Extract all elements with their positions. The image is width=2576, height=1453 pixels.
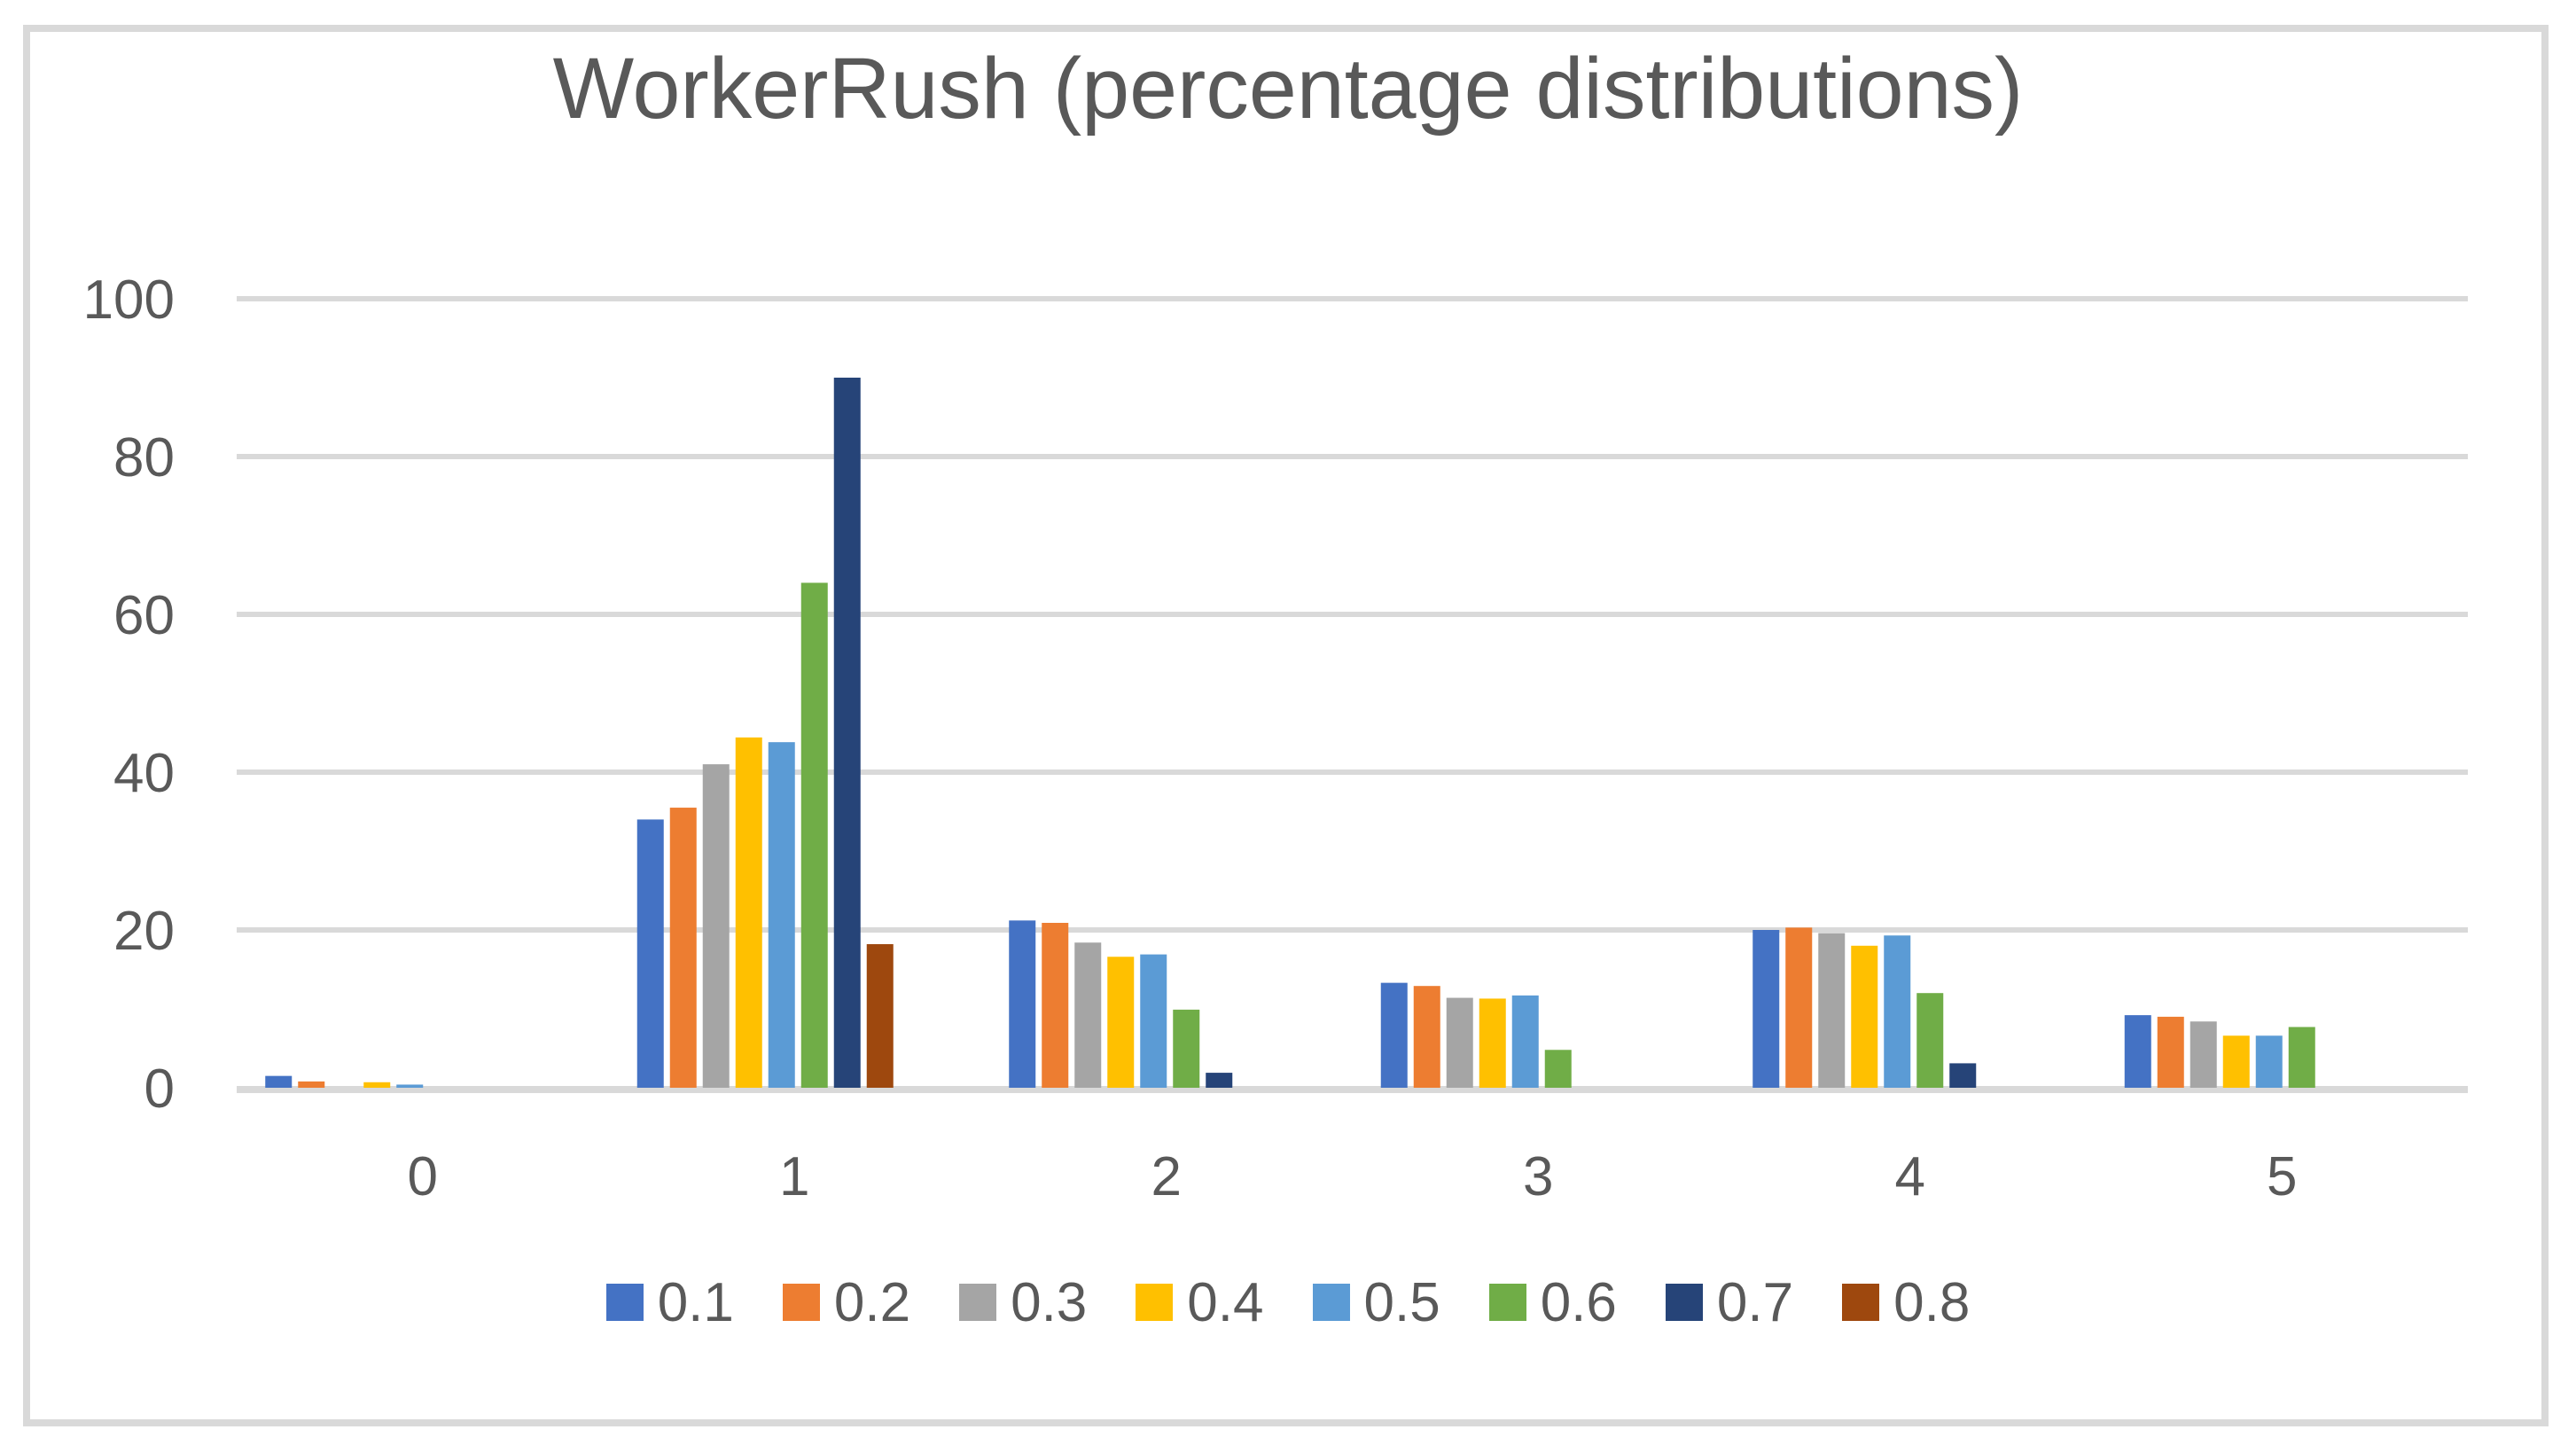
x-axis-label-5: 5 <box>2267 1146 2297 1207</box>
y-tick-label-80: 80 <box>113 427 175 488</box>
legend-swatch-icon <box>1842 1284 1880 1321</box>
bar-series-0.1-cat-4 <box>1752 930 1780 1088</box>
bar-series-0.4-cat-5 <box>2222 1035 2250 1088</box>
gridline-20 <box>237 927 2468 933</box>
y-tick-label-100: 100 <box>83 270 175 331</box>
x-axis-label-1: 1 <box>779 1146 809 1207</box>
legend-label: 0.7 <box>1716 1271 1794 1333</box>
bar-series-0.5-cat-0 <box>396 1084 424 1088</box>
bar-series-0.3-cat-5 <box>2190 1021 2217 1088</box>
legend-item-0.7: 0.7 <box>1665 1271 1794 1334</box>
bar-series-0.4-cat-0 <box>363 1082 391 1088</box>
bar-series-0.4-cat-3 <box>1479 998 1506 1088</box>
x-axis-label-4: 4 <box>1895 1146 1925 1207</box>
legend-label: 0.5 <box>1363 1271 1440 1333</box>
x-axis-label-2: 2 <box>1151 1146 1182 1207</box>
bar-series-0.2-cat-5 <box>2157 1016 2184 1088</box>
legend-swatch-icon <box>1312 1284 1350 1321</box>
legend-label: 0.6 <box>1540 1271 1617 1333</box>
bar-series-0.5-cat-3 <box>1511 995 1539 1088</box>
y-tick-label-40: 40 <box>113 743 175 804</box>
bar-series-0.1-cat-5 <box>2124 1015 2151 1088</box>
bar-series-0.1-cat-2 <box>1009 920 1036 1088</box>
legend-label: 0.8 <box>1893 1271 1971 1333</box>
bar-series-0.6-cat-5 <box>2288 1027 2315 1088</box>
bar-series-0.6-cat-1 <box>800 582 828 1088</box>
legend-label: 0.3 <box>1011 1271 1088 1333</box>
gridline-60 <box>237 612 2468 617</box>
bar-series-0.6-cat-2 <box>1173 1009 1200 1088</box>
bar-series-0.5-cat-1 <box>768 742 795 1088</box>
y-tick-label-0: 0 <box>144 1059 175 1120</box>
legend-label: 0.4 <box>1187 1271 1264 1333</box>
x-axis-label-3: 3 <box>1523 1146 1553 1207</box>
bar-series-0.4-cat-1 <box>735 737 762 1088</box>
x-axis-line <box>237 1086 2468 1093</box>
gridline-80 <box>237 454 2468 459</box>
bar-series-0.3-cat-1 <box>702 764 730 1088</box>
legend-item-0.3: 0.3 <box>959 1271 1087 1334</box>
bar-series-0.6-cat-4 <box>1916 993 1944 1088</box>
bar-series-0.3-cat-2 <box>1074 942 1102 1088</box>
bar-series-0.2-cat-3 <box>1413 986 1440 1088</box>
bar-series-0.5-cat-2 <box>1140 954 1167 1088</box>
bar-series-0.8-cat-1 <box>866 944 894 1088</box>
legend-swatch-icon <box>605 1284 644 1321</box>
bar-series-0.3-cat-4 <box>1818 933 1846 1088</box>
legend-swatch-icon <box>782 1284 820 1321</box>
chart-frame <box>23 25 2549 1426</box>
legend-item-0.2: 0.2 <box>782 1271 911 1334</box>
y-tick-label-20: 20 <box>113 901 175 962</box>
bar-series-0.7-cat-1 <box>833 378 861 1088</box>
legend-label: 0.1 <box>657 1271 734 1333</box>
chart-title: WorkerRush (percentage distributions) <box>552 40 2024 137</box>
bar-series-0.3-cat-3 <box>1446 997 1473 1088</box>
legend-swatch-icon <box>1665 1284 1703 1321</box>
bar-series-0.4-cat-4 <box>1851 945 1878 1088</box>
legend-swatch-icon <box>1136 1284 1174 1321</box>
legend-item-0.4: 0.4 <box>1136 1271 1264 1334</box>
legend-label: 0.2 <box>833 1271 911 1333</box>
bar-series-0.6-cat-3 <box>1544 1050 1572 1088</box>
bar-series-0.4-cat-2 <box>1107 957 1135 1088</box>
x-axis-label-0: 0 <box>408 1146 438 1207</box>
bar-series-0.7-cat-2 <box>1206 1073 1233 1088</box>
y-tick-label-60: 60 <box>113 585 175 646</box>
bar-series-0.5-cat-4 <box>1884 935 1911 1088</box>
bar-series-0.7-cat-4 <box>1949 1063 1977 1088</box>
legend-item-0.6: 0.6 <box>1488 1271 1617 1334</box>
bar-series-0.1-cat-1 <box>636 819 664 1088</box>
gridline-40 <box>237 769 2468 775</box>
bar-series-0.2-cat-4 <box>1785 927 1813 1088</box>
bar-series-0.5-cat-5 <box>2255 1035 2283 1088</box>
bar-series-0.2-cat-1 <box>669 808 697 1088</box>
legend-swatch-icon <box>1488 1284 1526 1321</box>
bar-series-0.2-cat-0 <box>298 1081 325 1088</box>
gridline-100 <box>237 296 2468 301</box>
chart-legend: 0.1 0.2 0.3 0.4 0.5 0.6 0.7 0.8 <box>0 1271 2576 1334</box>
legend-item-0.5: 0.5 <box>1312 1271 1440 1334</box>
legend-swatch-icon <box>959 1284 997 1321</box>
legend-item-0.1: 0.1 <box>605 1271 734 1334</box>
bar-series-0.1-cat-3 <box>1380 982 1408 1088</box>
legend-item-0.8: 0.8 <box>1842 1271 1970 1334</box>
bar-series-0.1-cat-0 <box>265 1075 293 1088</box>
bar-series-0.2-cat-2 <box>1042 922 1069 1088</box>
